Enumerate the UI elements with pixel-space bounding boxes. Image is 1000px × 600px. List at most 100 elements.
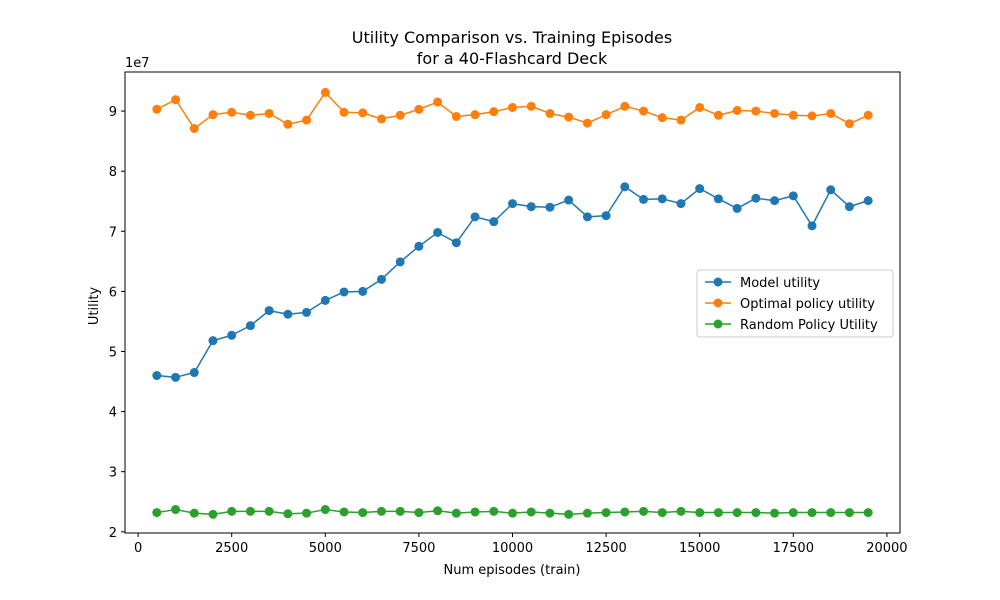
data-point <box>564 509 574 519</box>
data-point <box>601 110 611 120</box>
x-tick-label: 0 <box>134 541 142 556</box>
data-point <box>582 508 592 518</box>
data-point <box>245 506 255 516</box>
data-point <box>433 506 443 516</box>
data-point <box>171 372 181 382</box>
data-point <box>208 509 218 519</box>
data-point <box>358 108 368 118</box>
data-point <box>639 106 649 116</box>
data-point <box>395 257 405 267</box>
data-point <box>171 95 181 105</box>
y-tick-label: 2 <box>109 526 117 541</box>
data-point <box>807 111 817 121</box>
data-point <box>844 508 854 518</box>
data-point <box>695 508 705 518</box>
data-point <box>713 508 723 518</box>
axes: 0 2500 5000 7500 10000 12500 15000 17500 20000 2 3… <box>109 71 908 556</box>
data-point <box>433 97 443 107</box>
data-point <box>189 368 199 378</box>
data-point <box>863 110 873 120</box>
data-point <box>264 108 274 118</box>
data-point <box>695 102 705 112</box>
legend-label-2: Random Policy Utility <box>740 318 878 333</box>
data-point <box>620 507 630 517</box>
y-multiplier-label: 1e7 <box>125 56 150 71</box>
data-point <box>414 104 424 114</box>
data-point <box>732 105 742 115</box>
x-tick-label: 7500 <box>402 541 435 556</box>
data-point <box>264 306 274 316</box>
data-point <box>489 217 499 227</box>
data-point <box>863 508 873 518</box>
data-point <box>339 507 349 517</box>
data-point <box>545 202 555 212</box>
data-point <box>283 309 293 319</box>
data-point <box>395 110 405 120</box>
data-point <box>414 508 424 518</box>
data-point <box>826 108 836 118</box>
legend-box <box>696 269 894 338</box>
data-point <box>788 508 798 518</box>
data-point <box>302 307 312 317</box>
x-tick-label: 17500 <box>773 541 814 556</box>
data-point <box>189 123 199 133</box>
data-point <box>844 119 854 129</box>
data-point <box>564 112 574 122</box>
data-point <box>339 107 349 117</box>
data-point <box>657 113 667 123</box>
x-tick-label: 20000 <box>866 541 907 556</box>
series-2 <box>152 505 873 519</box>
data-point <box>283 509 293 519</box>
data-point <box>171 505 181 515</box>
data-point <box>751 508 761 518</box>
data-point <box>788 110 798 120</box>
y-tick-label: 9 <box>109 105 117 120</box>
data-point <box>208 110 218 120</box>
data-point <box>358 286 368 296</box>
data-point <box>545 508 555 518</box>
data-point <box>657 508 667 518</box>
data-point <box>320 295 330 305</box>
data-point <box>470 212 480 222</box>
data-point <box>526 101 536 111</box>
chart-title-line-2: for a 40-Flashcard Deck <box>417 49 608 68</box>
y-tick-label: 3 <box>109 466 117 481</box>
data-point <box>358 508 368 518</box>
data-point <box>283 119 293 129</box>
data-point <box>227 506 237 516</box>
data-point <box>339 287 349 297</box>
data-point <box>639 194 649 204</box>
data-point <box>376 274 386 284</box>
legend-label-0: Model utility <box>740 276 820 291</box>
data-point <box>620 101 630 111</box>
data-point <box>676 199 686 209</box>
data-point <box>582 118 592 128</box>
plot-marks <box>152 87 873 519</box>
data-point <box>414 241 424 251</box>
data-point <box>826 185 836 195</box>
series-0 <box>152 182 873 382</box>
y-tick-label: 5 <box>109 345 117 360</box>
data-point <box>863 196 873 206</box>
chart-title-line-1: Utility Comparison vs. Training Episodes <box>352 28 672 47</box>
data-point <box>208 336 218 346</box>
data-point <box>470 507 480 517</box>
data-point <box>489 107 499 117</box>
data-point <box>302 115 312 125</box>
data-point <box>732 508 742 518</box>
y-axis-label: Utility <box>87 287 102 326</box>
data-point <box>152 371 162 381</box>
data-point <box>732 203 742 213</box>
data-point <box>508 508 517 518</box>
y-tick-label: 4 <box>109 406 117 421</box>
data-point <box>508 102 517 112</box>
data-point <box>788 191 798 201</box>
data-point <box>376 114 386 124</box>
data-point <box>320 87 330 97</box>
y-tick-label: 6 <box>109 285 117 300</box>
data-point <box>302 508 312 518</box>
data-point <box>526 202 536 212</box>
legend-marker-0 <box>713 277 723 287</box>
data-point <box>639 506 649 516</box>
data-point <box>395 506 405 516</box>
